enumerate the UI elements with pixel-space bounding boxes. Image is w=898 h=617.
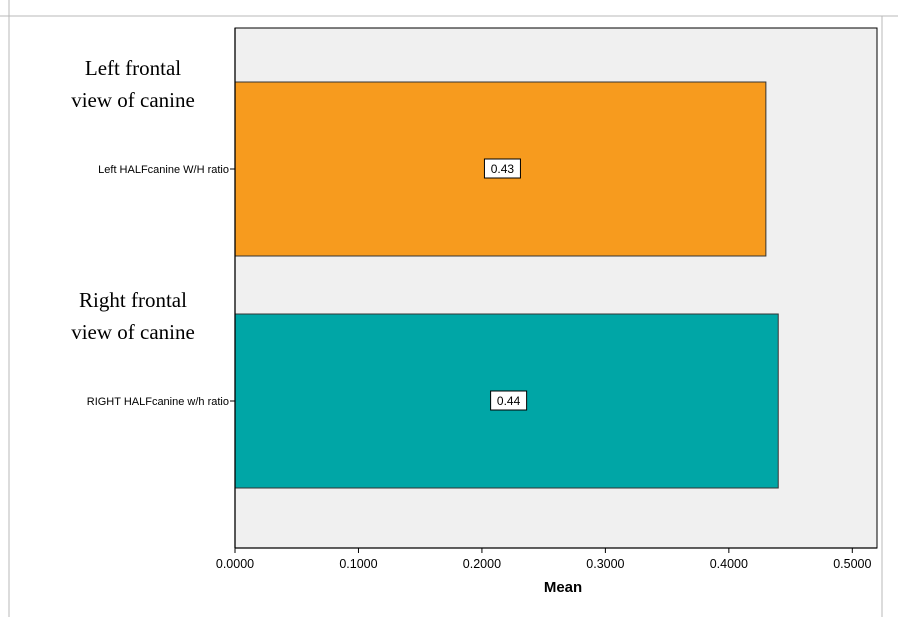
x-tick-label-4: 0.3000 <box>586 557 624 571</box>
category-label-1: Left HALFcanine W/H ratio <box>98 164 229 176</box>
group-label-1-line-1: Left frontal <box>85 56 181 80</box>
x-tick-label-5: 0.4000 <box>710 557 748 571</box>
group-label-2-line-1: Right frontal <box>79 288 187 312</box>
x-tick-label-6: 0.5000 <box>833 557 871 571</box>
category-labels-group: Left HALFcanine W/H ratio RIGHT HALFcanin… <box>87 164 235 408</box>
data-label-box-1 <box>483 158 521 179</box>
x-tick-label-2: 0.1000 <box>339 557 377 571</box>
data-label-2: 0.44 <box>497 394 521 408</box>
group-labels-group: Left frontal view of canine Right frontal v… <box>71 56 195 344</box>
group-label-1-line-2: view of canine <box>71 88 195 112</box>
x-tick-label-1: 0.0000 <box>216 557 254 571</box>
group-label-1: Left frontal view of canine <box>71 56 195 112</box>
x-axis-title: Mean <box>544 579 582 596</box>
x-tick-label-3: 0.2000 <box>463 557 501 571</box>
category-label-2: RIGHT HALFcanine w/h ratio <box>87 396 229 408</box>
group-label-2-line-2: view of canine <box>71 320 195 344</box>
data-label-1: 0.43 <box>491 162 515 176</box>
data-label-box-2 <box>490 390 528 411</box>
x-ticks-group: 0.0000 0.1000 0.2000 0.3000 0.4000 0.5000 <box>216 548 871 571</box>
group-label-2: Right frontal view of canine <box>71 288 195 344</box>
labels-group: 0.43 0.44 <box>483 158 528 411</box>
